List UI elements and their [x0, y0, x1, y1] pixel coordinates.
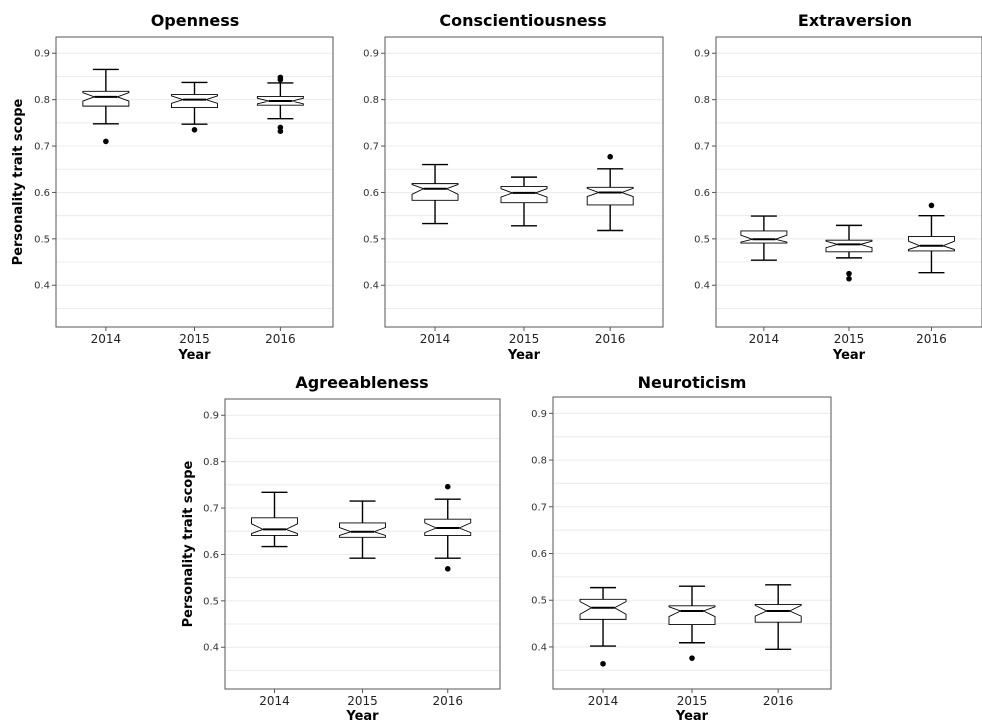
agreeableness-outlier-point [444, 566, 451, 572]
agreeableness-xtick-label: 2014 [259, 694, 290, 708]
neuroticism-ytick-label: 0.8 [531, 456, 547, 467]
neuroticism-ytick-label: 0.9 [531, 409, 547, 420]
conscientiousness-box-2015 [500, 185, 548, 204]
extraversion-outlier-point [846, 275, 852, 282]
openness-xtick-label: 2016 [265, 332, 296, 346]
neuroticism-ytick-label: 0.6 [531, 549, 547, 560]
agreeableness-ytick-label: 0.7 [203, 504, 219, 515]
neuroticism-outlier-point [600, 660, 606, 667]
agreeableness-ytick-label: 0.8 [203, 457, 219, 468]
extraversion-panel-border [715, 36, 982, 328]
neuroticism-ytick-label: 0.5 [531, 596, 547, 607]
neuroticism-x-axis-label: Year [675, 709, 709, 723]
neuroticism-panel-border [552, 396, 832, 690]
conscientiousness-ytick-label: 0.8 [363, 95, 379, 106]
extraversion-ytick-label: 0.7 [694, 142, 710, 153]
extraversion-x-axis-label: Year [832, 348, 866, 363]
agreeableness-xtick-label: 2015 [347, 694, 378, 708]
openness-outlier-point [277, 76, 284, 83]
openness-ytick-label: 0.4 [34, 281, 50, 292]
conscientiousness-x-axis-label: Year [507, 348, 541, 363]
conscientiousness-ytick-label: 0.4 [363, 281, 379, 292]
conscientiousness-ytick-label: 0.5 [363, 234, 379, 245]
conscientiousness-xtick-label: 2015 [509, 332, 540, 346]
conscientiousness-xtick-label: 2014 [420, 332, 451, 346]
openness-outlier-point [191, 127, 198, 133]
openness-box-2014 [82, 90, 130, 107]
extraversion-box-2015 [825, 239, 873, 253]
extraversion-title: Extraversion [798, 11, 912, 30]
extraversion-ytick-label: 0.6 [694, 188, 710, 199]
openness-xtick-label: 2015 [179, 332, 210, 346]
conscientiousness-outlier-point [607, 153, 613, 160]
openness-ytick-label: 0.5 [34, 234, 50, 245]
neuroticism-xtick-label: 2016 [763, 694, 794, 708]
neuroticism-box-2014 [579, 598, 627, 620]
conscientiousness-title: Conscientiousness [439, 11, 606, 30]
agreeableness-x-axis-label: Year [345, 709, 379, 723]
openness-box-2015 [171, 94, 218, 108]
neuroticism-box-2015 [668, 605, 716, 625]
conscientiousness-ytick-label: 0.7 [363, 142, 379, 153]
conscientiousness-box-2016 [586, 186, 634, 206]
agreeableness-box-2015 [339, 522, 386, 538]
conscientiousness-xtick-label: 2016 [595, 332, 626, 346]
neuroticism-box-2016 [754, 603, 802, 623]
extraversion-xtick-label: 2015 [834, 332, 865, 346]
openness-x-axis-label: Year [177, 348, 211, 363]
extraversion-box-2014 [740, 230, 788, 244]
agreeableness-ytick-label: 0.9 [203, 411, 219, 422]
openness-ytick-label: 0.6 [34, 188, 50, 199]
openness-ytick-label: 0.9 [34, 49, 50, 60]
openness-xtick-label: 2014 [91, 332, 122, 346]
openness-outlier-point [277, 128, 284, 134]
agreeableness-box-2014 [251, 517, 298, 536]
agreeableness-ytick-label: 0.4 [203, 643, 219, 654]
extraversion-ytick-label: 0.9 [694, 49, 710, 60]
openness-panel-border [55, 36, 334, 328]
extraversion-ytick-label: 0.8 [694, 95, 710, 106]
conscientiousness-ytick-label: 0.9 [363, 49, 379, 60]
openness-title: Openness [151, 11, 240, 30]
extraversion-xtick-label: 2014 [749, 332, 780, 346]
openness-ytick-label: 0.8 [34, 95, 50, 106]
agreeableness-outlier-point [444, 483, 451, 490]
neuroticism-ytick-label: 0.4 [531, 642, 547, 653]
extraversion-xtick-label: 2016 [916, 332, 947, 346]
extraversion-ytick-label: 0.4 [694, 281, 710, 292]
neuroticism-xtick-label: 2015 [677, 694, 708, 708]
neuroticism-xtick-label: 2014 [588, 694, 619, 708]
extraversion-outlier-point [928, 202, 935, 209]
agreeableness-xtick-label: 2016 [432, 694, 463, 708]
agreeableness-y-axis-label: Personality trait scope [181, 460, 196, 627]
conscientiousness-ytick-label: 0.6 [363, 188, 379, 199]
neuroticism-title: Neuroticism [638, 373, 747, 392]
neuroticism-outlier-point [689, 655, 695, 661]
agreeableness-ytick-label: 0.5 [203, 596, 219, 607]
extraversion-box-2016 [908, 236, 955, 252]
neuroticism-ytick-label: 0.7 [531, 502, 547, 513]
openness-y-axis-label: Personality trait scope [11, 98, 26, 265]
extraversion-ytick-label: 0.5 [694, 234, 710, 245]
agreeableness-ytick-label: 0.6 [203, 550, 219, 561]
openness-ytick-label: 0.7 [34, 142, 50, 153]
agreeableness-title: Agreeableness [295, 373, 428, 392]
openness-outlier-point [103, 138, 109, 145]
conscientiousness-box-2014 [411, 183, 459, 201]
extraversion-outlier-point [846, 270, 852, 277]
